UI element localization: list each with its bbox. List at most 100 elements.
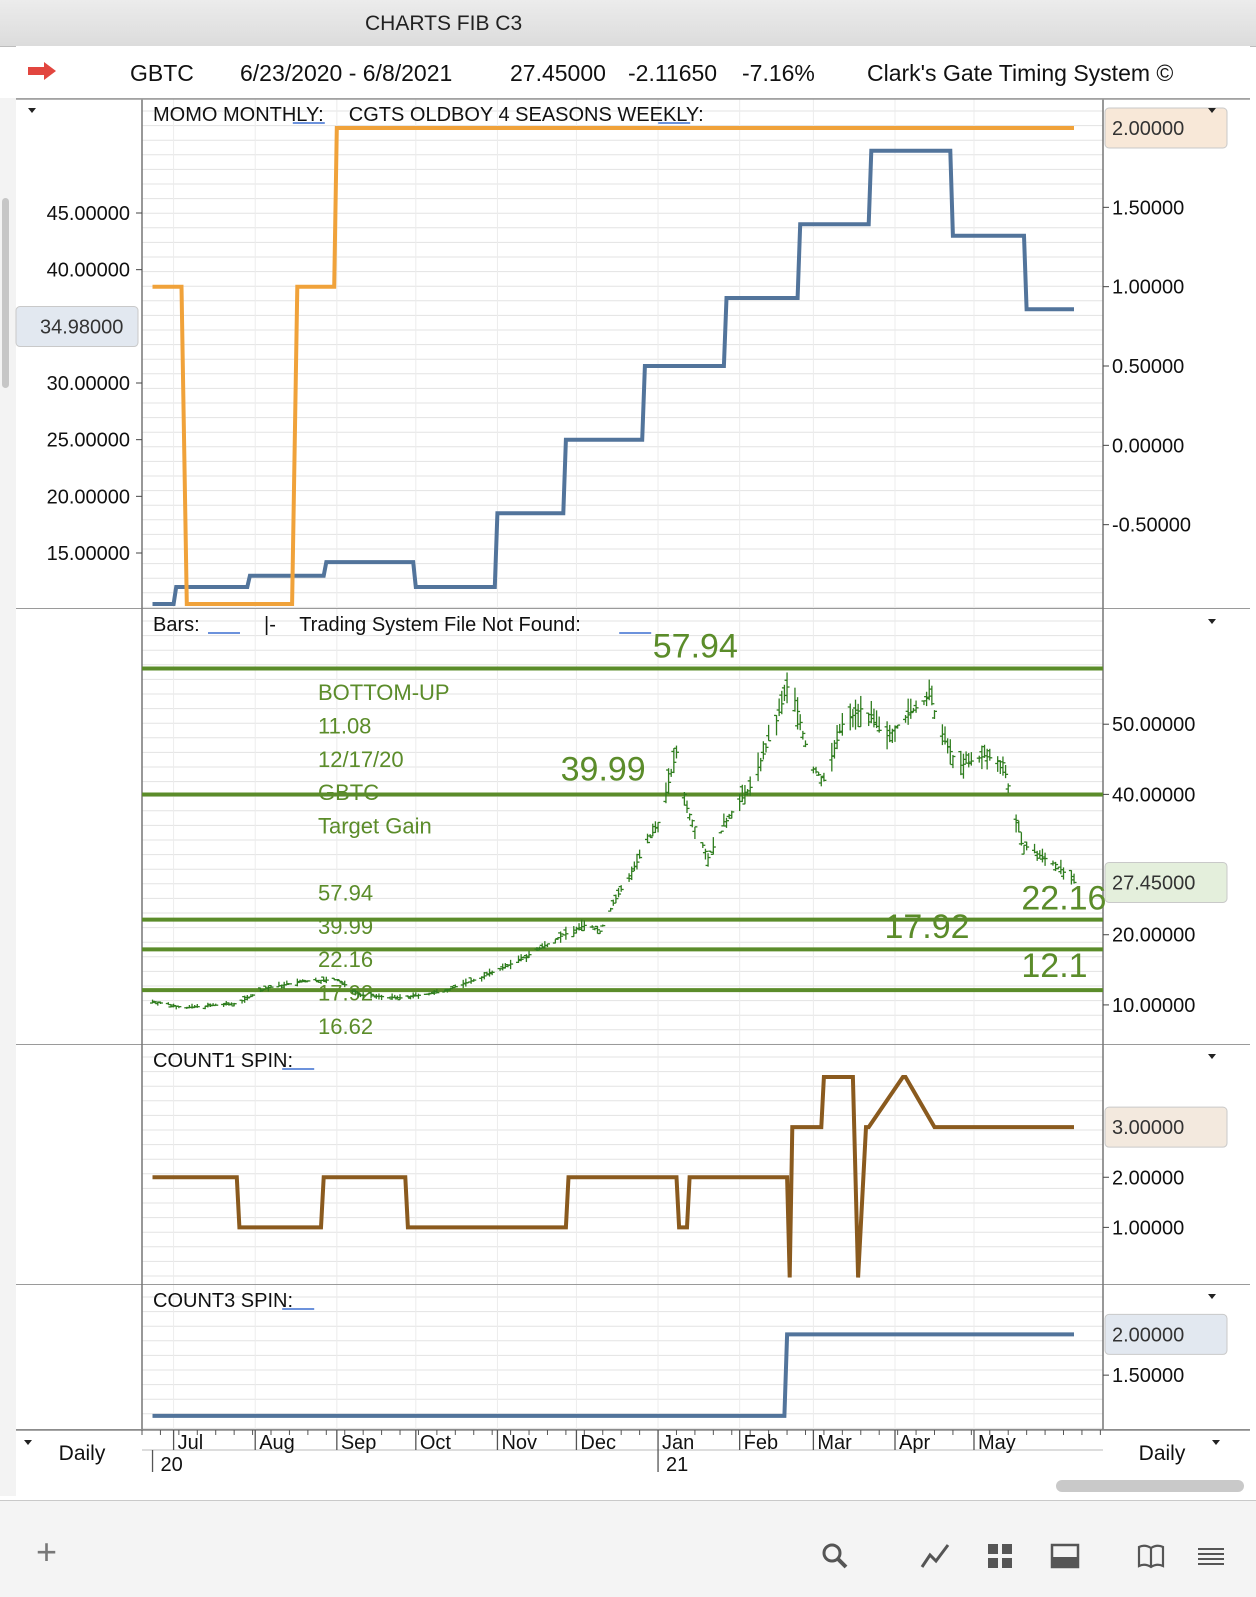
left-axis-tick-label: 45.00000 <box>47 203 130 225</box>
x-axis-year-label: 20 <box>161 1454 183 1476</box>
bottom-toolbar: + <box>0 1500 1256 1597</box>
target-note-line: 39.99 <box>318 914 373 939</box>
search-icon[interactable] <box>820 1541 850 1571</box>
fib-level-label: 17.92 <box>884 908 969 946</box>
panel-icon[interactable] <box>1050 1541 1080 1571</box>
right-axis-tick-label: 1.50000 <box>1112 1365 1184 1387</box>
panel-title-part: COUNT3 SPIN: <box>153 1290 293 1312</box>
fib-level-label: 22.16 <box>1021 879 1106 917</box>
target-note-line: 22.16 <box>318 947 373 972</box>
price-bars <box>150 672 1077 1010</box>
right-axis-tick-label: 1.50000 <box>1112 197 1184 219</box>
fib-level-label: 57.94 <box>653 628 738 666</box>
date-range-label: 6/23/2020 - 6/8/2021 <box>240 60 453 86</box>
momo-monthly-line <box>152 126 1074 606</box>
x-axis-month-label: Nov <box>501 1432 537 1454</box>
menu-icon[interactable] <box>1196 1541 1226 1571</box>
right-axis-tick-label: -0.50000 <box>1112 515 1191 537</box>
target-note-line: 12/17/20 <box>318 747 404 772</box>
x-axis-month-label: May <box>978 1432 1016 1454</box>
right-axis-tick-label: 1.00000 <box>1112 277 1184 299</box>
left-axis-value-badge <box>15 306 139 348</box>
panel-title-part: Trading System File Not Found: <box>299 614 581 636</box>
right-axis-value-badge <box>1104 107 1228 149</box>
right-axis-value-badge <box>1104 1106 1228 1148</box>
x-axis-month-label: Oct <box>420 1432 452 1454</box>
dropdown-caret-icon[interactable] <box>1208 1054 1216 1059</box>
window-title: CHARTS FIB C3 <box>365 12 523 35</box>
right-axis-tick-label: 0.00000 <box>1112 435 1184 457</box>
target-note-line: Target Gain <box>318 814 432 839</box>
dropdown-caret-icon[interactable] <box>1212 1440 1220 1445</box>
x-axis-month-label: Jan <box>662 1432 694 1454</box>
vertical-scrollbar-thumb[interactable] <box>2 198 9 388</box>
x-axis-month-label: Apr <box>899 1432 930 1454</box>
book-icon[interactable] <box>1136 1541 1166 1571</box>
target-note-line: 57.94 <box>318 880 373 905</box>
right-axis-badge-label: 27.45000 <box>1112 872 1195 894</box>
count3-spin-line <box>152 1332 1074 1418</box>
line-chart-icon[interactable] <box>920 1541 950 1571</box>
x-axis-month-label: Mar <box>817 1432 852 1454</box>
left-axis-tick-label: 30.00000 <box>47 373 130 395</box>
x-axis-month-label: Dec <box>580 1432 616 1454</box>
symbol-label[interactable]: GBTC <box>130 60 194 86</box>
right-axis-tick-label: 1.00000 <box>1112 1217 1184 1239</box>
left-axis-tick-label: 25.00000 <box>47 430 130 452</box>
panel-title-part: MOMO MONTHLY: <box>153 104 324 126</box>
dropdown-caret-icon[interactable] <box>1208 1294 1216 1299</box>
panel-title-part: Bars: <box>153 614 200 636</box>
right-axis-tick-label: 10.00000 <box>1112 995 1195 1017</box>
right-axis-badge-label: 2.00000 <box>1112 1324 1184 1346</box>
panel-background <box>16 1285 1250 1430</box>
panel-title-part: CGTS OLDBOY 4 SEASONS WEEKLY: <box>349 104 704 126</box>
right-axis-tick-label: 40.00000 <box>1112 784 1195 806</box>
panel-background <box>16 1045 1250 1285</box>
target-note-line: 11.08 <box>318 713 371 738</box>
left-scroll-gutter[interactable] <box>0 98 16 1496</box>
dropdown-caret-icon[interactable] <box>28 108 36 113</box>
fib-level-label: 12.1 <box>1021 947 1087 985</box>
right-axis-tick-label: 20.00000 <box>1112 925 1195 947</box>
left-axis-badge-label: 34.98000 <box>40 317 123 339</box>
price-change-percent: -7.16% <box>742 60 815 86</box>
right-axis-tick-label: 0.50000 <box>1112 356 1184 378</box>
count1-spin-line <box>152 1075 1074 1278</box>
x-axis-month-label: Jul <box>178 1432 204 1454</box>
panel-title-part: COUNT1 SPIN: <box>153 1050 293 1072</box>
dropdown-caret-icon[interactable] <box>1208 108 1216 113</box>
target-note-line: GBTC <box>318 780 379 805</box>
left-axis-tick-label: 15.00000 <box>47 543 130 565</box>
panel-background <box>16 609 1250 1045</box>
panel-title-part: |- <box>264 614 276 636</box>
x-axis-month-label: Sep <box>341 1432 377 1454</box>
right-axis-badge-label: 3.00000 <box>1112 1117 1184 1139</box>
arrow-right-icon[interactable] <box>26 60 58 82</box>
right-axis-badge-label: 2.00000 <box>1112 118 1184 140</box>
price-change: -2.11650 <box>628 60 718 86</box>
chart-area[interactable]: MOMO MONTHLY: CGTS OLDBOY 4 SEASONS WEEKL… <box>0 0 1256 1500</box>
plus-icon[interactable]: + <box>36 1531 58 1572</box>
x-axis-band <box>16 1430 1250 1472</box>
x-axis-month-label: Feb <box>744 1432 778 1454</box>
panel-background <box>16 99 1250 609</box>
x-axis-year-label: 21 <box>666 1454 688 1476</box>
fib-level-label: 39.99 <box>561 750 646 788</box>
system-name: Clark's Gate Timing System © <box>867 60 1174 86</box>
dropdown-caret-icon[interactable] <box>24 1440 32 1445</box>
grid-icon[interactable] <box>985 1541 1015 1571</box>
right-axis-tick-label: 2.00000 <box>1112 1167 1184 1189</box>
target-note-line: BOTTOM-UP <box>318 680 450 705</box>
dropdown-caret-icon[interactable] <box>1208 619 1216 624</box>
right-axis-value-badge <box>1104 1313 1228 1355</box>
right-axis-value-badge <box>1104 861 1228 903</box>
target-note-line: 16.62 <box>318 1014 373 1039</box>
right-period-selector[interactable]: Daily <box>1139 1442 1186 1465</box>
last-price: 27.45000 <box>510 60 606 86</box>
horizontal-scrollbar-thumb[interactable] <box>1056 1480 1244 1492</box>
oldboy-weekly-line <box>152 148 1074 606</box>
right-axis-tick-label: 50.00000 <box>1112 714 1195 736</box>
x-axis-month-label: Aug <box>259 1432 295 1454</box>
left-period-selector[interactable]: Daily <box>59 1442 106 1465</box>
left-axis-tick-label: 40.00000 <box>47 260 130 282</box>
